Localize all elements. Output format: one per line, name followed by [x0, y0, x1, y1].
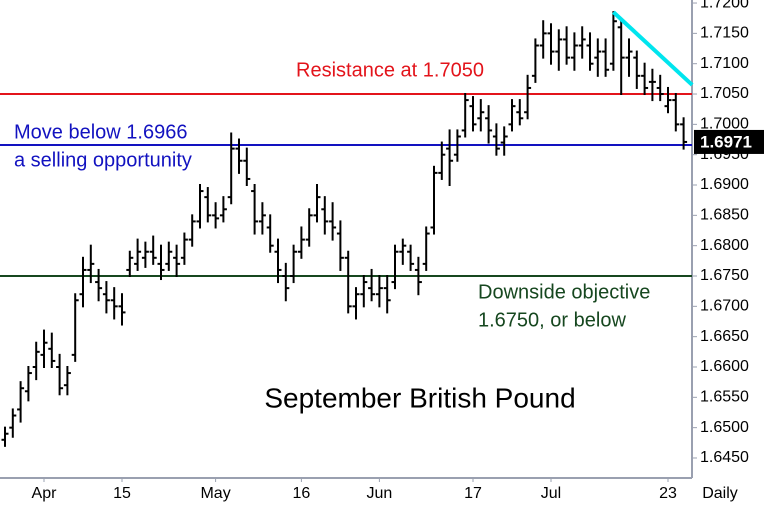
annotation: Resistance at 1.7050	[296, 59, 484, 81]
y-tick-label: 1.6850	[700, 207, 749, 224]
chart-title: September British Pound	[264, 382, 575, 413]
y-tick-label: 1.6800	[700, 237, 749, 254]
x-tick-label: 15	[113, 485, 131, 502]
annotation: Downside objective	[478, 281, 650, 303]
y-tick-label: 1.7200	[700, 0, 749, 11]
y-tick-label: 1.6700	[700, 298, 749, 315]
annotation: a selling opportunity	[14, 149, 192, 171]
y-tick-label: 1.7000	[700, 116, 749, 133]
x-tick-label: Jun	[367, 485, 393, 502]
y-tick-label: 1.7150	[700, 25, 749, 42]
y-tick-label: 1.6900	[700, 176, 749, 193]
y-tick-label: 1.6600	[700, 358, 749, 375]
y-tick-label: 1.7050	[700, 85, 749, 102]
x-tick-label: 17	[464, 485, 482, 502]
trendline	[612, 10, 694, 87]
x-tick-label: 23	[659, 485, 677, 502]
y-tick-label: 1.6550	[700, 389, 749, 406]
x-unit-label: Daily	[702, 485, 738, 502]
y-tick-label: 1.6450	[700, 449, 749, 466]
x-tick-label: Jul	[541, 485, 561, 502]
y-tick-label: 1.6750	[700, 267, 749, 284]
x-tick-label: Apr	[32, 485, 58, 502]
y-tick-label: 1.7100	[700, 55, 749, 72]
last-price-box	[694, 129, 764, 154]
x-tick-label: 16	[293, 485, 311, 502]
y-tick-label: 1.6650	[700, 328, 749, 345]
y-tick-label: 1.6500	[700, 419, 749, 436]
annotation: Move below 1.6966	[14, 121, 187, 143]
annotation: 1.6750, or below	[478, 309, 626, 331]
last-price-label: 1.6971	[700, 132, 752, 151]
x-tick-label: May	[200, 485, 230, 502]
